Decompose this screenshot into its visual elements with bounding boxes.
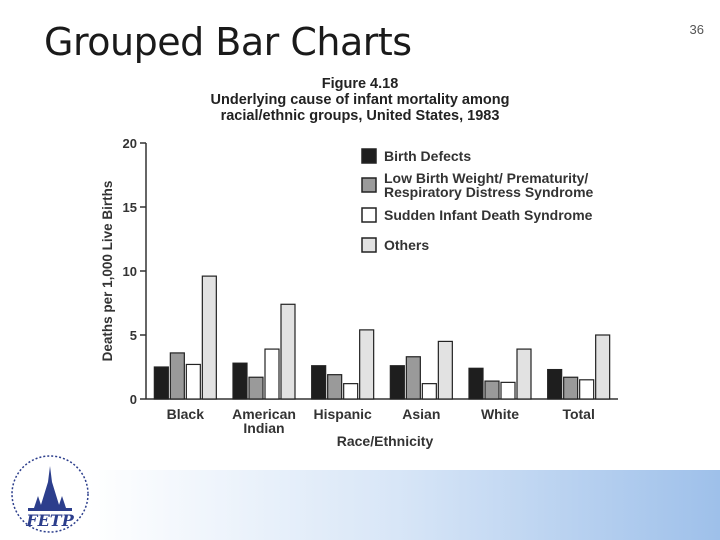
legend-label: Others — [384, 237, 429, 253]
bar-sudden-infant-death-syndrome-hispanic — [343, 383, 359, 400]
slide-title: Grouped Bar Charts — [44, 20, 412, 64]
y-tick-label: 0 — [130, 392, 137, 407]
x-tick-label: Total — [562, 406, 594, 422]
bar-sudden-infant-death-syndrome-white — [500, 381, 516, 400]
bar-others-asian — [437, 340, 453, 400]
fetp-logo: FETP — [11, 455, 89, 533]
legend-swatch-3 — [361, 237, 377, 253]
bar-birth-defects-american-indian — [232, 362, 248, 400]
figure-title-line-3: racial/ethnic groups, United States, 198… — [220, 108, 500, 124]
y-tick-label: 15 — [123, 200, 137, 215]
bar-birth-defects-total — [547, 368, 563, 400]
legend-swatch-1 — [361, 177, 377, 193]
bar-birth-defects-asian — [389, 365, 405, 400]
figure-title-line-2: Underlying cause of infant mortality amo… — [210, 92, 510, 108]
bar-birth-defects-white — [468, 367, 484, 400]
bar-sudden-infant-death-syndrome-american-indian — [264, 348, 280, 400]
bar-birth-defects-hispanic — [311, 365, 327, 400]
legend-swatch-0 — [361, 148, 377, 164]
bar-others-american-indian — [280, 303, 296, 400]
x-tick-label: Hispanic — [313, 406, 372, 422]
slide-number: 36 — [689, 22, 704, 37]
x-tick-label: Black — [167, 406, 205, 422]
y-tick-label: 20 — [123, 136, 137, 151]
bar-low-birth-weight-prematurity-respiratory-distress-syndrome-white — [484, 380, 500, 400]
bar-low-birth-weight-prematurity-respiratory-distress-syndrome-american-indian — [248, 376, 264, 400]
bar-low-birth-weight-prematurity-respiratory-distress-syndrome-hispanic — [327, 374, 343, 400]
bar-others-hispanic — [359, 329, 375, 400]
bar-sudden-infant-death-syndrome-asian — [421, 383, 437, 400]
figure-title: Figure 4.18 Underlying cause of infant m… — [150, 76, 570, 124]
bar-sudden-infant-death-syndrome-black — [185, 363, 201, 400]
bar-others-white — [516, 348, 532, 400]
legend-swatch-2 — [361, 207, 377, 223]
bar-others-total — [595, 334, 611, 400]
legend-label: Birth Defects — [384, 148, 471, 164]
legend-label: Low Birth Weight/ Prematurity/ — [384, 170, 588, 186]
bar-sudden-infant-death-syndrome-total — [579, 379, 595, 400]
figure-title-line-1: Figure 4.18 — [321, 76, 399, 92]
x-tick-label: Indian — [243, 420, 284, 436]
legend-label: Sudden Infant Death Syndrome — [384, 207, 593, 223]
bar-birth-defects-black — [153, 366, 169, 400]
footer-band — [0, 470, 720, 540]
bar-low-birth-weight-prematurity-respiratory-distress-syndrome-black — [169, 352, 185, 400]
bar-others-black — [201, 275, 217, 400]
x-tick-label: American — [232, 406, 296, 422]
y-tick-label: 10 — [123, 264, 137, 279]
bar-low-birth-weight-prematurity-respiratory-distress-syndrome-asian — [405, 356, 421, 400]
y-axis-label: Deaths per 1,000 Live Births — [100, 181, 115, 362]
grouped-bar-chart: 0 5 10 15 20 Deaths per 1,000 Live Births Blac… — [100, 136, 618, 449]
x-tick-label: Asian — [402, 406, 440, 422]
logo-text: FETP — [25, 511, 74, 530]
x-axis-label: Race/Ethnicity — [337, 433, 434, 449]
legend-label: Respiratory Distress Syndrome — [384, 184, 594, 200]
y-tick-label: 5 — [130, 328, 137, 343]
x-tick-label: White — [481, 406, 519, 422]
bar-low-birth-weight-prematurity-respiratory-distress-syndrome-total — [563, 376, 579, 400]
